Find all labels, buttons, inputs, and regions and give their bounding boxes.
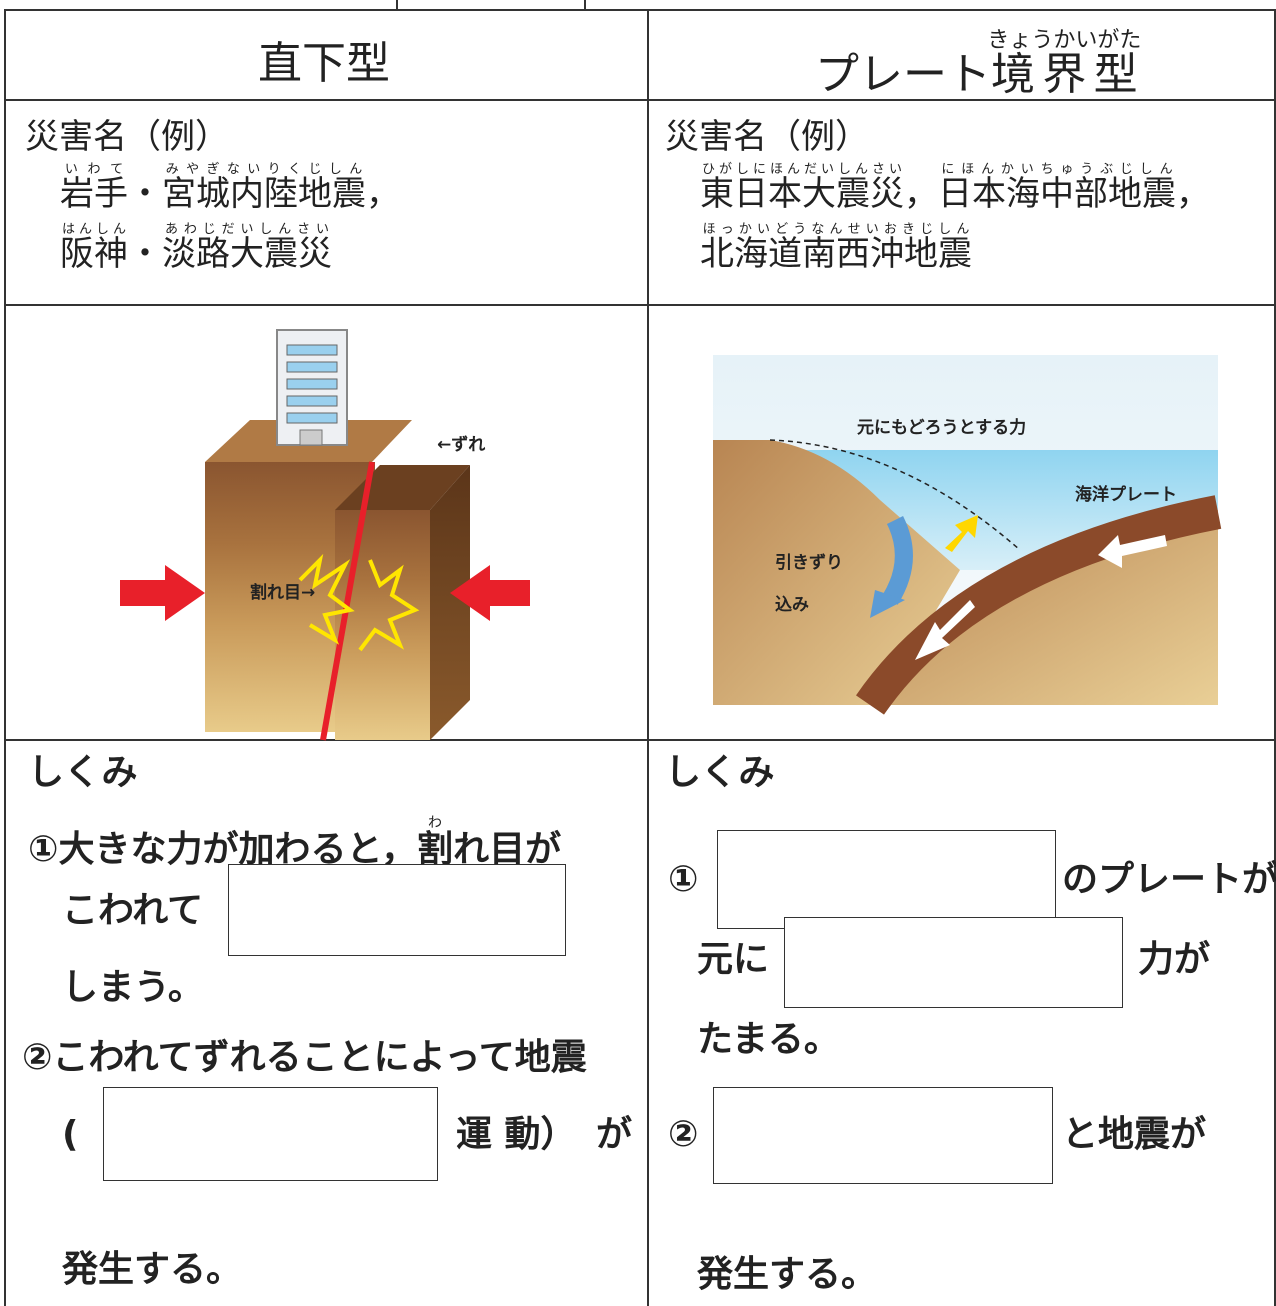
text: 宮城内陸地震 [162, 174, 366, 214]
answer-box[interactable] [228, 864, 566, 956]
text: 岩手 [60, 174, 128, 214]
text: 東日本大震災 [700, 174, 904, 214]
ruby-word: 淡路大震災あわじだいしんさい [162, 222, 332, 274]
heading: しくみ [665, 752, 775, 793]
ruby: にほんかいちゅうぶじしん [938, 162, 1176, 177]
text: れ目が [453, 829, 562, 870]
text: と地震が [1062, 1114, 1207, 1155]
example-label: 災害名（例） [665, 117, 869, 157]
text: 境界型 [987, 49, 1142, 100]
ruby-word: 阪神はんしん [60, 222, 128, 274]
text: ①大きな力が加わると， [28, 829, 418, 870]
ruby: ほっかいどうなんせいおきじしん [700, 222, 972, 237]
text: ， [904, 174, 938, 214]
example-line: 阪神はんしん・淡路大震災あわじだいしんさい [60, 222, 400, 282]
text: ・ [128, 234, 162, 274]
answer-box[interactable] [713, 1087, 1053, 1184]
figure-label: 引きずり [775, 553, 843, 573]
example-line: 北海道南西沖地震ほっかいどうなんせいおきじしん [700, 222, 1210, 282]
text: ①大きな力が加わると，割われ目が [28, 815, 561, 868]
text: 日本海中部地震 [938, 174, 1176, 214]
ruby-word: 岩手いわて [60, 162, 128, 214]
header: プレート境界型きょうかいがた [815, 28, 1141, 97]
text: 元に [697, 939, 770, 980]
ruby: みやぎないりくじしん [162, 162, 366, 177]
example-line: 岩手いわて・宮城内陸地震みやぎないりくじしん， [60, 162, 400, 222]
ruby: あわじだいしんさい [162, 222, 332, 237]
ruby: はんしん [60, 222, 128, 237]
header: 直下型 [258, 38, 390, 89]
ruby: ひがしにほんだいしんさい [700, 162, 904, 177]
text: 運 動） [456, 1114, 577, 1155]
example-label: 災害名（例） [25, 117, 229, 157]
figure-label: ←ずれ [437, 435, 485, 455]
text: のプレートが [1062, 859, 1276, 900]
examples: 岩手いわて・宮城内陸地震みやぎないりくじしん， 阪神はんしん・淡路大震災あわじだい… [60, 162, 400, 282]
figure-label: 込み [775, 595, 809, 615]
ruby: いわて [60, 162, 128, 177]
text: 淡路大震災 [162, 234, 332, 274]
figure-label: 海洋プレート [1075, 484, 1177, 505]
answer-box[interactable] [717, 830, 1056, 929]
text: たまる。 [697, 1019, 840, 1060]
ruby-word: 宮城内陸地震みやぎないりくじしん [162, 162, 366, 214]
text: しまう。 [62, 967, 204, 1008]
answer-box[interactable] [784, 917, 1123, 1008]
text: ， [1176, 174, 1210, 214]
ruby: きょうかいがた [987, 28, 1142, 53]
ruby-word: 北海道南西沖地震ほっかいどうなんせいおきじしん [700, 222, 972, 274]
ruby-word: 日本海中部地震にほんかいちゅうぶじしん [938, 162, 1176, 214]
text: 発生する。 [62, 1249, 243, 1290]
ruby-word: 東日本大震災ひがしにほんだいしんさい [700, 162, 904, 214]
text: 割 [417, 829, 454, 870]
text: ②こわれてずれることによって地震 [22, 1037, 587, 1078]
text: ① [668, 859, 699, 900]
figure-label: 元にもどろうとする力 [857, 417, 1026, 438]
text: が [596, 1114, 633, 1155]
text: ( [62, 1114, 79, 1155]
text: 発生する。 [697, 1254, 878, 1295]
examples: 東日本大震災ひがしにほんだいしんさい，日本海中部地震にほんかいちゅうぶじしん，北… [700, 162, 1210, 282]
text: 北海道南西沖地震 [700, 234, 972, 274]
ruby: わ [417, 815, 454, 831]
example-line: 東日本大震災ひがしにほんだいしんさい，日本海中部地震にほんかいちゅうぶじしん， [700, 162, 1210, 222]
text: プレート [815, 49, 991, 100]
answer-box[interactable] [103, 1087, 438, 1181]
text: 阪神 [60, 234, 128, 274]
heading: しくみ [28, 752, 138, 793]
ruby-word: 境界型きょうかいがた [987, 28, 1141, 100]
text: 力が [1138, 939, 1211, 980]
text: ② [668, 1114, 699, 1155]
figure-label: 割れ目→ [250, 582, 315, 603]
text: こわれて [62, 890, 204, 931]
text: ・ [128, 174, 162, 214]
text: ， [366, 174, 400, 214]
